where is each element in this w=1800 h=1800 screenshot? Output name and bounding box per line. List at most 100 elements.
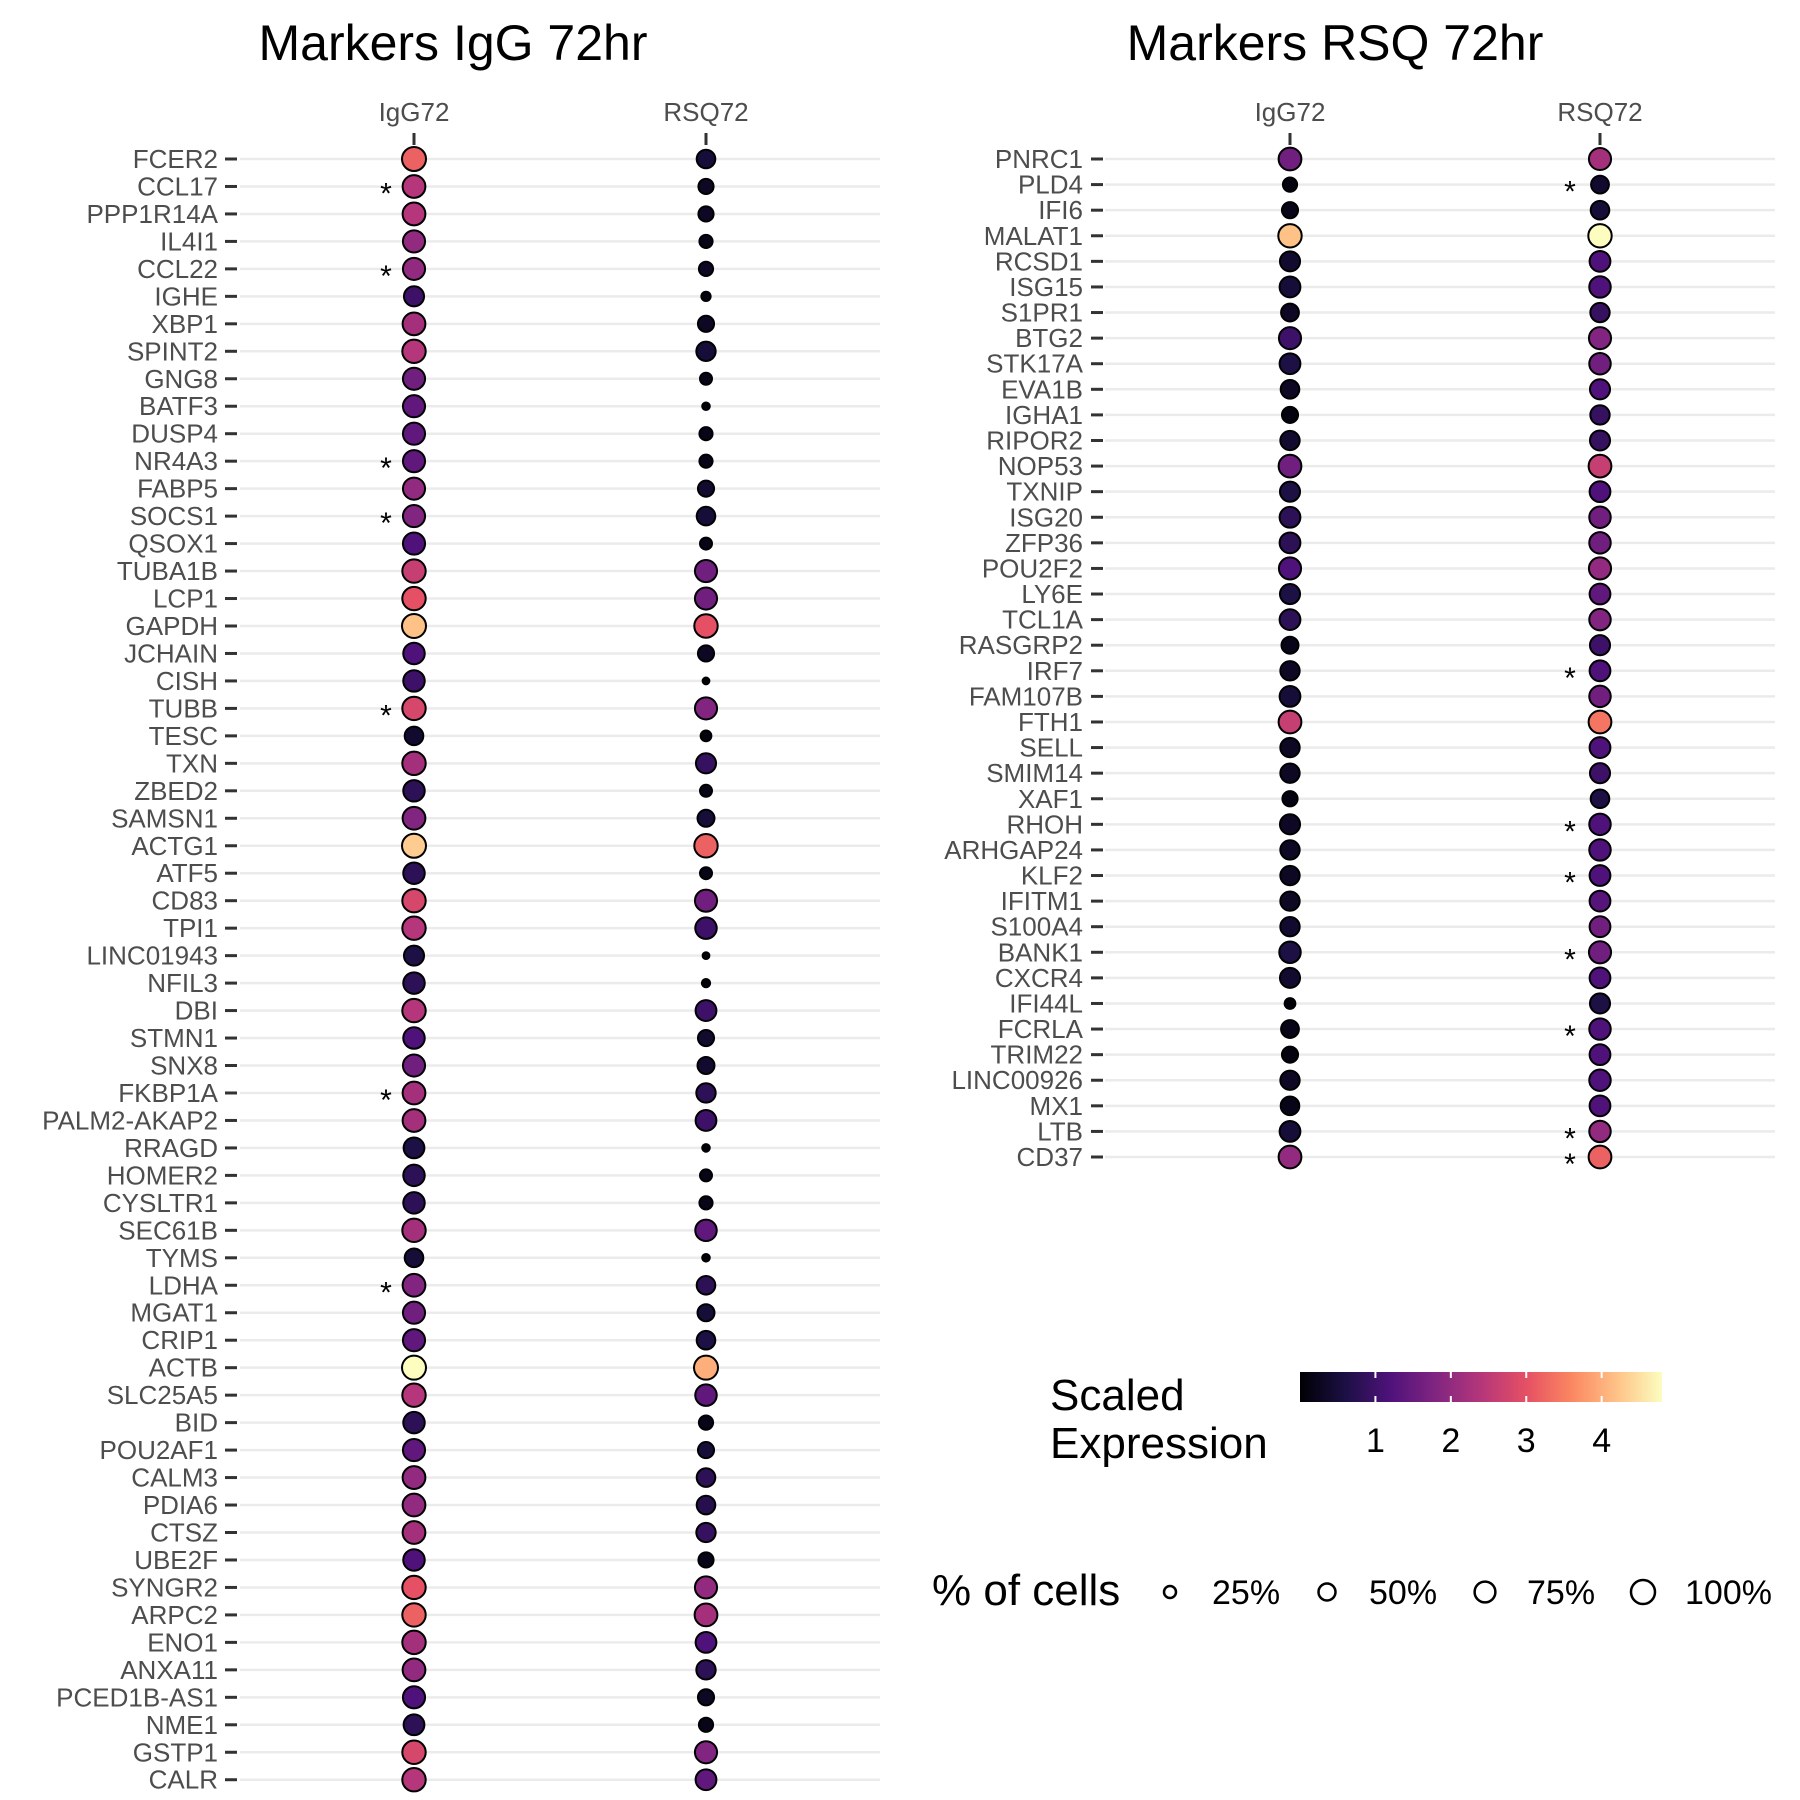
dot <box>401 612 427 639</box>
size-key-label: 25% <box>1212 1574 1280 1612</box>
dot <box>401 531 427 556</box>
dot <box>1277 326 1303 351</box>
dot <box>1278 608 1302 632</box>
dot <box>1279 864 1301 887</box>
dot <box>697 1414 715 1431</box>
dot <box>701 676 711 686</box>
gene-label: TPI1 <box>163 913 218 943</box>
dot <box>401 201 427 227</box>
panel-title: Markers RSQ 72hr <box>1127 15 1544 71</box>
column-label: IgG72 <box>379 97 450 127</box>
dot <box>1588 582 1612 606</box>
dot <box>401 1300 427 1325</box>
dot <box>1587 940 1613 965</box>
dot <box>694 1218 718 1243</box>
gene-label: CCL17 <box>137 171 218 201</box>
dot <box>1589 199 1611 221</box>
dot <box>1280 201 1300 220</box>
gene-label: ATF5 <box>156 858 218 888</box>
dot <box>401 1328 427 1353</box>
gene-label: IGHE <box>154 281 218 311</box>
dot <box>401 449 427 474</box>
gene-label: FTH1 <box>1018 707 1083 737</box>
dot <box>401 887 427 914</box>
gene-label: JCHAIN <box>124 638 218 668</box>
dot <box>1280 405 1300 424</box>
gene-label: IGHA1 <box>1005 400 1083 430</box>
dot <box>401 558 427 584</box>
dot <box>401 504 427 529</box>
dot <box>401 1520 427 1545</box>
gene-label: FCER2 <box>133 144 218 174</box>
dot <box>401 256 427 281</box>
dot <box>1279 736 1301 759</box>
significance-star: * <box>1564 1020 1576 1053</box>
significance-star: * <box>380 1084 392 1117</box>
color-bar <box>1300 1372 1662 1402</box>
dot <box>401 1080 427 1106</box>
dot <box>699 371 713 386</box>
gene-label: LINC01943 <box>86 941 218 971</box>
dot <box>402 641 426 666</box>
dot <box>693 833 719 859</box>
color-tick-label: 1 <box>1366 1422 1385 1460</box>
size-key-label: 50% <box>1369 1574 1437 1612</box>
dot <box>697 177 715 196</box>
gene-label: GAPDH <box>126 611 218 641</box>
dot <box>1278 582 1302 606</box>
gene-label: LY6E <box>1021 579 1083 609</box>
dot <box>1279 1095 1301 1117</box>
dot <box>1588 480 1612 504</box>
dot <box>1278 531 1302 555</box>
dot <box>698 233 714 249</box>
dot <box>402 1410 426 1435</box>
dot <box>695 148 717 170</box>
dot <box>697 1551 715 1569</box>
gene-label: LCP1 <box>153 584 218 614</box>
dot <box>1279 1069 1301 1091</box>
significance-star: * <box>380 260 392 293</box>
dot <box>402 285 426 308</box>
gene-label: HOMER2 <box>107 1160 218 1190</box>
gene-label: ISG15 <box>1009 272 1083 302</box>
dot <box>1277 146 1303 172</box>
significance-star: * <box>380 1276 392 1309</box>
dot <box>696 1028 716 1048</box>
significance-star: * <box>1564 867 1576 900</box>
dot <box>695 1329 717 1351</box>
size-key-circle <box>1162 1584 1178 1600</box>
dot <box>401 1354 427 1381</box>
significance-star: * <box>1564 943 1576 976</box>
gene-label: EVA1B <box>1001 374 1083 404</box>
dot <box>401 750 427 777</box>
gene-label: IFI6 <box>1038 195 1083 225</box>
dot <box>693 586 719 611</box>
dot <box>1279 660 1301 682</box>
dot <box>1279 890 1301 912</box>
dot <box>401 229 427 254</box>
gene-label: CALM3 <box>131 1463 218 1493</box>
dot <box>1587 453 1613 479</box>
dot <box>695 1521 717 1544</box>
significance-star: * <box>1564 1148 1576 1181</box>
dot <box>696 1441 716 1460</box>
color-tick-label: 3 <box>1517 1422 1536 1460</box>
gene-label: GSTP1 <box>133 1737 218 1767</box>
size-key-label: 100% <box>1685 1574 1772 1612</box>
gene-label: SMIM14 <box>986 758 1083 788</box>
gene-label: CTSZ <box>150 1518 218 1548</box>
gene-label: IRF7 <box>1027 656 1083 686</box>
dot <box>1278 813 1302 836</box>
gene-label: TUBA1B <box>117 556 218 586</box>
dot <box>1588 634 1612 657</box>
dot <box>1588 864 1612 887</box>
dot <box>699 536 713 551</box>
dot <box>1279 839 1301 861</box>
gene-label: FKBP1A <box>118 1078 218 1108</box>
dot <box>403 725 425 747</box>
dot <box>1588 889 1612 913</box>
dot <box>401 1108 427 1133</box>
dot <box>1279 379 1301 400</box>
significance-star: * <box>1564 662 1576 695</box>
